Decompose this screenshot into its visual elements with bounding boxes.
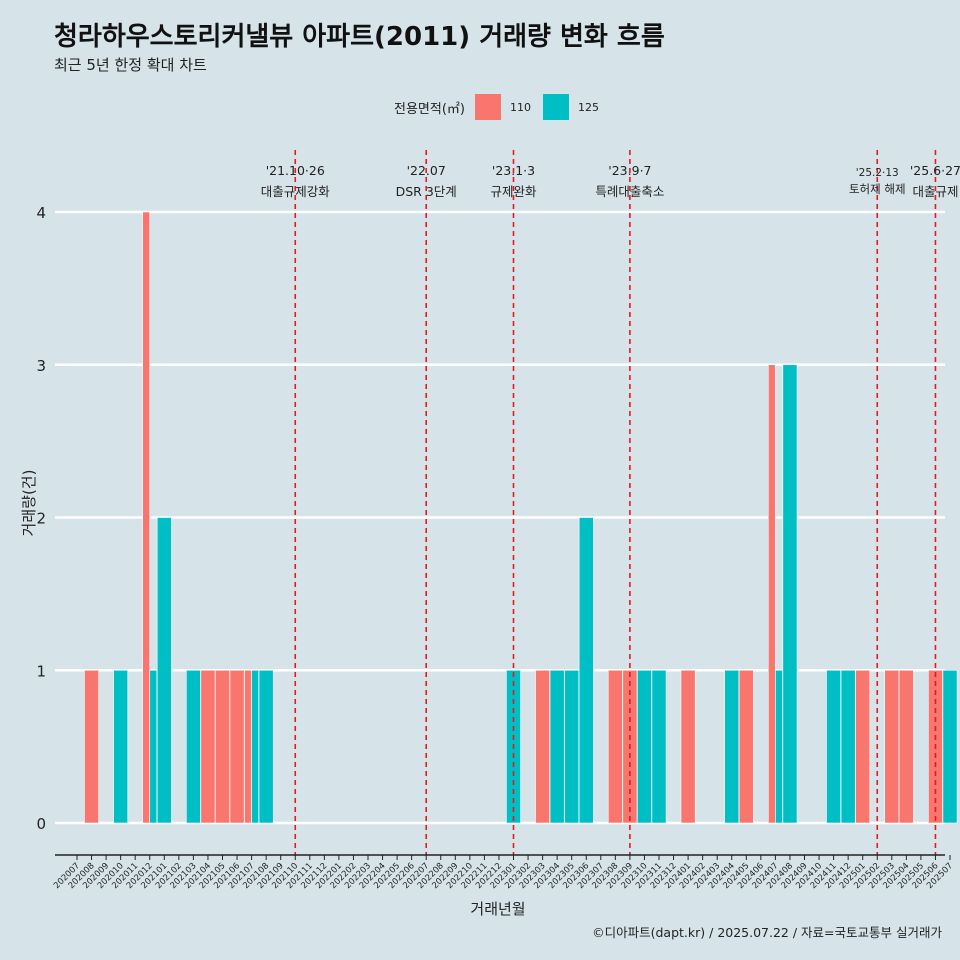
bar-125-202010 xyxy=(113,669,129,824)
event-date-202502: '25.2·13 xyxy=(856,167,899,179)
event-date-202301: '23.1·3 xyxy=(492,163,535,178)
bar-125-202412 xyxy=(840,669,856,824)
bar-110-202008 xyxy=(84,669,99,824)
y-tick-label-3: 3 xyxy=(36,357,46,375)
bar-125-202305 xyxy=(564,669,580,824)
bar-110-202503 xyxy=(884,669,900,824)
bar-125-202404 xyxy=(724,669,740,824)
bar-110-202504 xyxy=(898,669,914,824)
event-date-202309: '23.9·7 xyxy=(608,163,651,178)
y-axis-title: 거래량(건) xyxy=(20,470,38,537)
event-date-202207: '22.07 xyxy=(407,163,446,178)
bar-110-202303 xyxy=(535,669,550,824)
bar-110-202501 xyxy=(855,669,871,824)
chart-title: 청라하우스토리커낼뷰 아파트(2011) 거래량 변화 흐름 xyxy=(54,22,665,52)
bar-110-202012 xyxy=(142,211,151,824)
event-label-202502: 토허제 해제 xyxy=(849,182,906,196)
y-tick-label-4: 4 xyxy=(36,204,46,222)
event-lines: '21.10·26 대출규제강화 '22.07 DSR 3단계 '23.1·3 규제완화 '… xyxy=(261,150,960,855)
bar-110-202104 xyxy=(200,669,216,824)
bar-110-202308 xyxy=(607,669,623,824)
bar-125-202311 xyxy=(651,669,667,824)
bar-110-202401 xyxy=(680,669,696,824)
bar-125-202310 xyxy=(637,669,652,824)
legend-swatch-110 xyxy=(474,94,501,120)
bar-125-202304 xyxy=(549,669,565,824)
legend-title: 전용면적(㎡) xyxy=(394,101,465,117)
bar-125-202407 xyxy=(775,669,783,824)
source-caption: ©디아파트(dapt.kr) / 2025.07.22 / 자료=국토교통부 실… xyxy=(592,925,942,940)
bar-110-202107 xyxy=(244,669,252,824)
bar-125-202507 xyxy=(942,669,958,824)
bar-125-202108 xyxy=(258,669,274,824)
legend-label-110: 110 xyxy=(509,100,531,114)
y-tick-label-0: 0 xyxy=(36,815,46,833)
event-label-202207: DSR 3단계 xyxy=(396,184,457,199)
event-date-202506: '25.6·27 xyxy=(910,163,960,178)
bar-125-202306 xyxy=(578,517,594,824)
y-tick-label-2: 2 xyxy=(36,510,46,528)
legend-label-125: 125 xyxy=(577,100,599,114)
event-label-202301: 규제완화 xyxy=(490,184,537,199)
bars xyxy=(84,211,958,824)
x-axis-title: 거래년월 xyxy=(470,900,525,918)
bar-125-202101 xyxy=(156,517,172,824)
event-label-202309: 특례대출축소 xyxy=(595,184,664,199)
x-axis: 2020072020082020092020102020112020122021… xyxy=(52,854,955,891)
legend: 전용면적(㎡) 110 125 xyxy=(394,93,611,121)
bar-110-202407 xyxy=(767,364,776,824)
y-axis: 0 1 2 3 4 xyxy=(36,204,46,833)
chart-subtitle: 최근 5년 한정 확대 차트 xyxy=(54,56,207,74)
y-tick-label-1: 1 xyxy=(36,662,46,680)
bar-110-202105 xyxy=(215,669,230,824)
event-label-202506: 대출규제 xyxy=(912,184,958,199)
bar-110-202405 xyxy=(738,669,754,824)
bar-110-202106 xyxy=(229,669,245,824)
bar-125-202107 xyxy=(251,669,260,824)
bar-125-202408 xyxy=(782,364,798,824)
bar-125-202012 xyxy=(149,669,158,824)
bar-125-202103 xyxy=(186,669,201,824)
event-label-202110: 대출규제강화 xyxy=(261,184,331,199)
bar-125-202411 xyxy=(826,669,841,824)
legend-swatch-125 xyxy=(542,94,569,120)
event-date-202110: '21.10·26 xyxy=(266,163,325,178)
